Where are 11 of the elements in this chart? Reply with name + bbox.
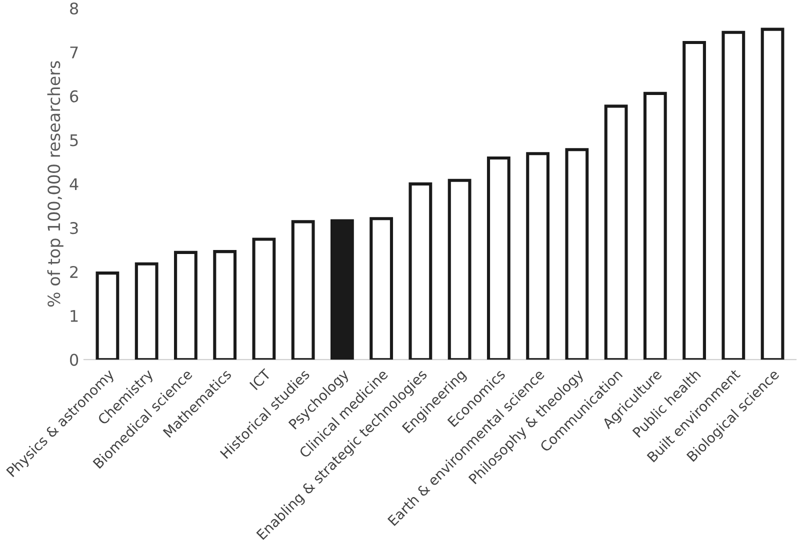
y-axis-title: % of top 100,000 researchers: [47, 61, 64, 307]
y-tick-label: 3: [70, 222, 78, 234]
y-tick-label: 5: [70, 134, 78, 146]
y-tick-label: 7: [70, 46, 78, 58]
y-tick-label: 8: [70, 2, 78, 15]
x-tick-label: ICT: [249, 368, 272, 390]
y-tick-label: 6: [70, 90, 78, 102]
y-tick-label: 4: [70, 178, 78, 190]
y-tick-label: 1: [70, 310, 78, 322]
y-tick-label: 2: [70, 266, 78, 278]
y-tick-label: 0: [70, 354, 78, 366]
